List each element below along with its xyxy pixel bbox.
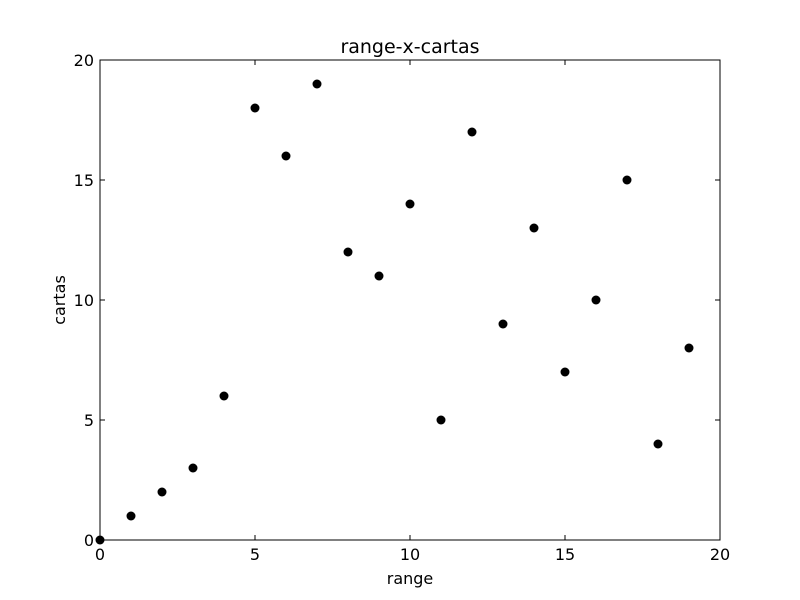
x-axis-label: range	[387, 569, 434, 588]
y-tick-label: 10	[74, 291, 94, 310]
chart-title: range-x-cartas	[340, 36, 479, 58]
data-point	[560, 367, 570, 377]
data-points	[95, 79, 694, 545]
data-point	[622, 175, 632, 185]
data-point	[157, 487, 167, 497]
data-point	[250, 103, 260, 113]
data-point	[405, 199, 415, 209]
data-point	[343, 247, 353, 257]
x-axis-ticks: 0 5 10 15 20	[95, 60, 730, 564]
x-tick-label: 0	[95, 545, 105, 564]
x-tick-label: 15	[555, 545, 575, 564]
y-tick-label: 5	[84, 411, 94, 430]
x-tick-label: 5	[250, 545, 260, 564]
data-point	[126, 511, 136, 521]
data-point	[498, 319, 508, 329]
y-tick-label: 0	[84, 531, 94, 550]
data-point	[653, 439, 663, 449]
data-point	[281, 151, 291, 161]
data-point	[436, 415, 446, 425]
x-tick-label: 10	[400, 545, 420, 564]
x-tick-label: 20	[710, 545, 730, 564]
data-point	[374, 271, 384, 281]
data-point	[312, 79, 322, 89]
data-point	[591, 295, 601, 305]
data-point	[529, 223, 539, 233]
y-axis-ticks: 0 5 10 15 20	[74, 51, 720, 550]
data-point	[684, 343, 694, 353]
y-axis-label: cartas	[50, 275, 69, 325]
data-point	[219, 391, 229, 401]
y-tick-label: 20	[74, 51, 94, 70]
y-tick-label: 15	[74, 171, 94, 190]
data-point	[467, 127, 477, 137]
data-point	[188, 463, 198, 473]
